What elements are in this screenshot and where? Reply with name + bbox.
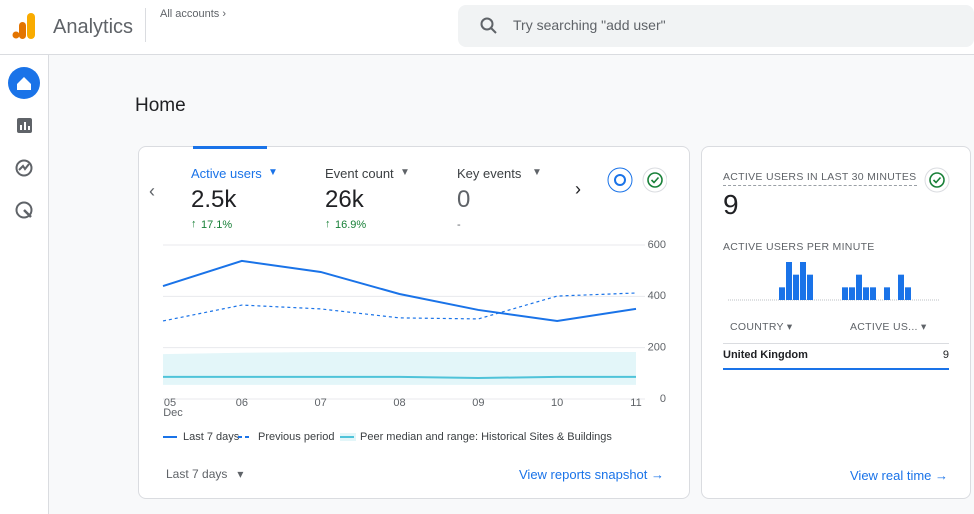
app-name: Analytics	[53, 16, 134, 38]
realtime-value: 9	[723, 189, 739, 220]
logo	[12, 13, 35, 39]
nav-explore[interactable]	[15, 159, 33, 177]
realtime-link[interactable]: View real time →	[850, 468, 949, 483]
per-minute-title: ACTIVE USERS PER MINUTE	[723, 241, 875, 253]
snapshot-link[interactable]: View reports snapshot →	[519, 467, 665, 482]
range-text[interactable]: Last 7 days	[166, 467, 228, 481]
sidebar	[0, 55, 49, 514]
account-picker[interactable]: All accounts ›	[160, 8, 227, 20]
table-header[interactable]: ACTIVE US... ▾	[850, 321, 927, 333]
tab-label[interactable]: Key events	[457, 166, 522, 181]
search-placeholder[interactable]: Try searching "add user"	[513, 17, 666, 33]
top-bar: Analytics All accounts › Try searching "…	[0, 0, 974, 55]
tab-value: 2.5k	[191, 186, 237, 213]
nav-icons	[8, 67, 40, 219]
account[interactable]: All accounts	[160, 8, 220, 20]
snapshot-link-text[interactable]: View reports snapshot	[519, 467, 648, 482]
tab-caret[interactable]: ▼	[532, 167, 542, 178]
tab-caret[interactable]: ▼	[268, 167, 278, 178]
tab-change: 16.9%	[335, 219, 367, 231]
tab-label[interactable]: Event count	[325, 166, 394, 181]
prev-arrow[interactable]: ‹	[149, 181, 155, 201]
change-arrow: ↑	[325, 218, 331, 230]
realtime-title: ACTIVE USERS IN LAST 30 MINUTES	[723, 171, 917, 186]
country-cell: United Kingdom	[723, 349, 808, 361]
change-arrow: ↑	[191, 218, 197, 230]
nav-advertising[interactable]	[15, 201, 33, 219]
range-selector[interactable]: Last 7 days ▾	[166, 467, 244, 481]
header-active-users[interactable]: ACTIVE US...	[850, 321, 918, 333]
realtime-link-text[interactable]: View real time	[850, 468, 932, 483]
realtime-card: ACTIVE USERS IN LAST 30 MINUTES 9 ACTIVE…	[701, 146, 971, 499]
next-arrow[interactable]: ›	[575, 179, 581, 199]
header-country[interactable]: COUNTRY	[730, 321, 784, 333]
table-header[interactable]: COUNTRY ▾	[730, 321, 793, 333]
search-box[interactable]: Try searching "add user"	[458, 5, 974, 47]
tab-change: 17.1%	[201, 219, 233, 231]
page-title: Home	[135, 95, 186, 116]
overview-card: ‹ ›	[138, 146, 690, 499]
tab-caret[interactable]: ▼	[400, 167, 410, 178]
tab-change: -	[457, 219, 461, 231]
badges	[607, 167, 667, 193]
tab-value: 0	[457, 186, 471, 213]
count-cell: 9	[942, 349, 949, 361]
tab-value: 26k	[325, 186, 364, 213]
tab-label[interactable]: Active users	[191, 166, 262, 181]
